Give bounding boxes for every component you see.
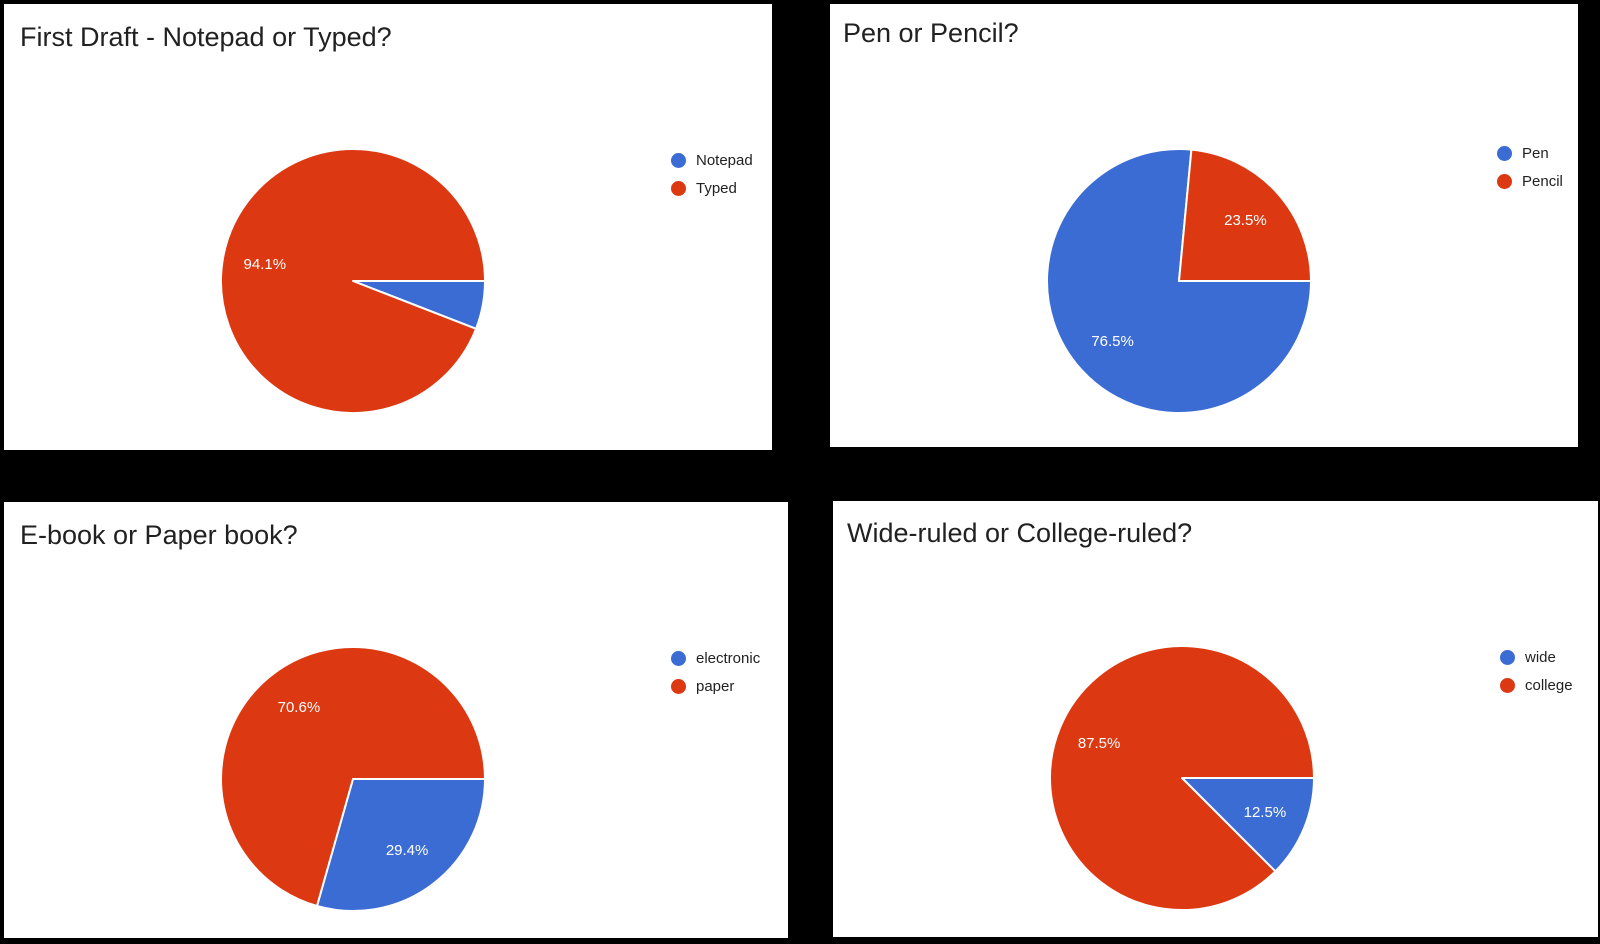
legend: Notepad Typed [671, 151, 753, 207]
chart-panel-first-draft: First Draft - Notepad or Typed? 94.1% No… [4, 4, 772, 450]
slice-percent-label: 23.5% [1224, 212, 1267, 229]
pie-slice [315, 778, 486, 912]
legend-item: college [1500, 676, 1573, 695]
chart-panel-ebook-or-paper: E-book or Paper book? 29.4% 70.6% electro… [4, 502, 788, 938]
slice-percent-label: 12.5% [1244, 804, 1287, 821]
legend-item: Notepad [671, 151, 753, 170]
legend-item: Pen [1497, 144, 1563, 163]
legend-item: wide [1500, 648, 1573, 667]
slice-percent-label: 76.5% [1091, 333, 1134, 350]
pie-chart: 76.5% 23.5% [1044, 146, 1314, 416]
pie-chart: 94.1% [218, 146, 488, 416]
legend-label: Pencil [1522, 173, 1563, 190]
legend: Pen Pencil [1497, 144, 1563, 200]
legend-label: electronic [696, 650, 761, 667]
legend-item: electronic [671, 649, 760, 668]
pie-slice [1049, 645, 1315, 911]
slice-percent-label: 87.5% [1078, 735, 1121, 752]
slice-percent-label: 70.6% [278, 699, 321, 716]
slice-percent-label: 29.4% [386, 842, 429, 859]
pie-chart: 12.5% 87.5% [1047, 643, 1317, 913]
legend-swatch [671, 181, 686, 196]
slice-percent-label: 94.1% [244, 256, 287, 273]
legend-swatch [671, 153, 686, 168]
pie-slice [1178, 148, 1312, 282]
legend-swatch [1497, 146, 1512, 161]
pie-slice [220, 646, 486, 907]
legend-label: college [1525, 677, 1573, 694]
chart-title: Pen or Pencil? [843, 18, 1019, 48]
chart-panel-pen-or-pencil: Pen or Pencil? 76.5% 23.5% Pen Pencil [830, 4, 1578, 447]
pie-slice [220, 148, 486, 414]
legend-swatch [1497, 174, 1512, 189]
chart-title: Wide-ruled or College-ruled? [847, 518, 1193, 548]
legend-item: paper [671, 677, 760, 696]
legend-swatch [671, 679, 686, 694]
pie-slice [1181, 777, 1315, 873]
legend-label: wide [1525, 649, 1556, 666]
legend-swatch [1500, 678, 1515, 693]
legend: wide college [1500, 648, 1573, 704]
legend-item: Typed [671, 179, 753, 198]
chart-title: E-book or Paper book? [20, 520, 298, 550]
legend-label: paper [696, 678, 735, 695]
legend-label: Notepad [696, 152, 753, 169]
legend-item: Pencil [1497, 172, 1563, 191]
pie-chart: 29.4% 70.6% [218, 644, 488, 914]
chart-title: First Draft - Notepad or Typed? [20, 22, 392, 52]
legend-label: Typed [696, 180, 737, 197]
legend-label: Pen [1522, 145, 1549, 162]
legend-swatch [671, 651, 686, 666]
legend: electronic paper [671, 649, 760, 705]
chart-panel-wide-or-college: Wide-ruled or College-ruled? 12.5% 87.5% … [833, 501, 1598, 937]
legend-swatch [1500, 650, 1515, 665]
